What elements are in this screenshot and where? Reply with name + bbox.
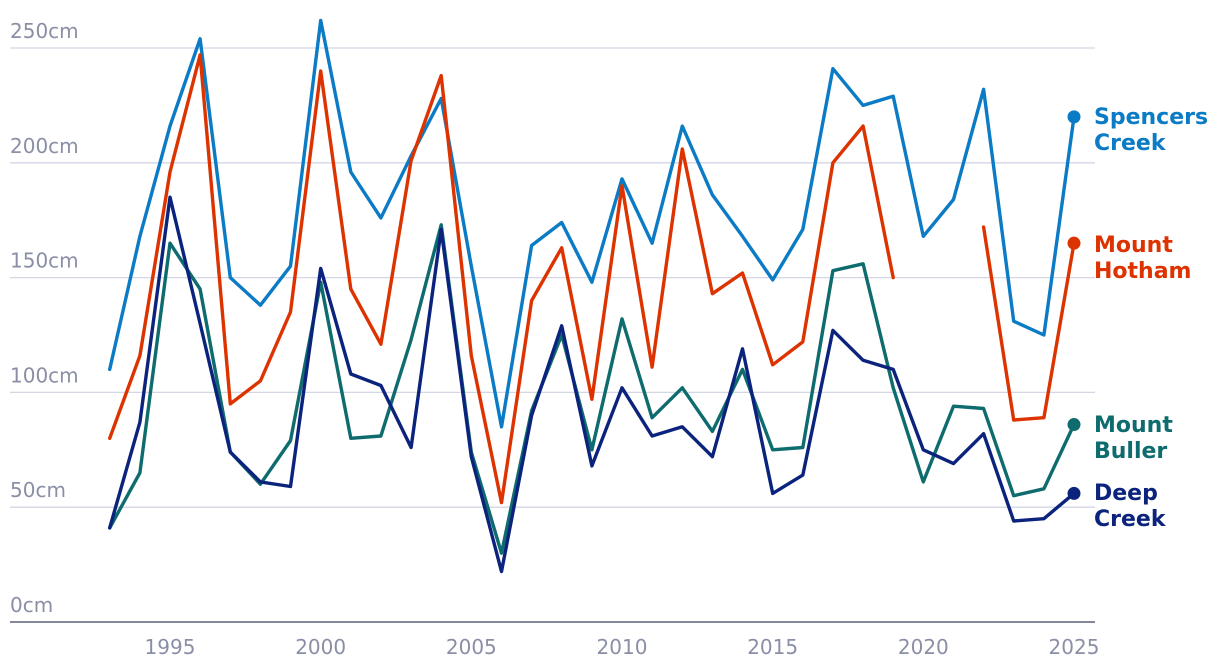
series-line-deep-creek <box>108 195 1076 574</box>
series-lines <box>108 18 1081 574</box>
y-tick-label: 50cm <box>10 478 66 502</box>
x-axis-ticks: 1995 2000 2005 2010 2015 2020 2025 <box>145 635 1100 659</box>
x-tick-label: 2020 <box>898 635 949 659</box>
series-line-mount-hotham <box>108 53 895 505</box>
x-tick-label: 2025 <box>1049 635 1100 659</box>
series-label-spencers-creek: Spencers <box>1094 105 1208 130</box>
x-tick-label: 2015 <box>747 635 798 659</box>
series-label-deep-creek: Deep <box>1094 481 1158 506</box>
x-tick-label: 2000 <box>295 635 346 659</box>
series-label-mount-hotham: Hotham <box>1094 259 1191 284</box>
y-tick-label: 250cm <box>10 19 79 43</box>
x-tick-label: 1995 <box>145 635 196 659</box>
series-end-marker-mount-hotham <box>1067 236 1081 250</box>
series-label-mount-buller: Mount <box>1094 413 1173 438</box>
x-tick-label: 2010 <box>597 635 648 659</box>
series-line-mount-hotham <box>981 225 1076 422</box>
y-axis-ticks: 0cm 50cm 100cm 150cm 200cm 250cm <box>10 19 79 617</box>
y-tick-label: 200cm <box>10 134 79 158</box>
series-end-marker-mount-buller <box>1067 418 1081 432</box>
series-label-spencers-creek: Creek <box>1094 131 1167 156</box>
series-label-mount-hotham: Mount <box>1094 233 1173 258</box>
series-end-marker-deep-creek <box>1067 486 1081 500</box>
series-labels: SpencersCreekMountHothamMountBullerDeepC… <box>1094 105 1208 532</box>
series-line-mount-buller <box>108 223 1076 555</box>
series-label-deep-creek: Creek <box>1094 507 1167 532</box>
series-line-spencers-creek <box>108 18 1076 429</box>
x-tick-label: 2005 <box>446 635 497 659</box>
y-tick-label: 0cm <box>10 593 53 617</box>
series-end-marker-spencers-creek <box>1067 110 1081 124</box>
y-tick-label: 150cm <box>10 249 79 273</box>
y-tick-label: 100cm <box>10 363 79 387</box>
series-label-mount-buller: Buller <box>1094 439 1167 464</box>
gridlines <box>10 47 1095 623</box>
